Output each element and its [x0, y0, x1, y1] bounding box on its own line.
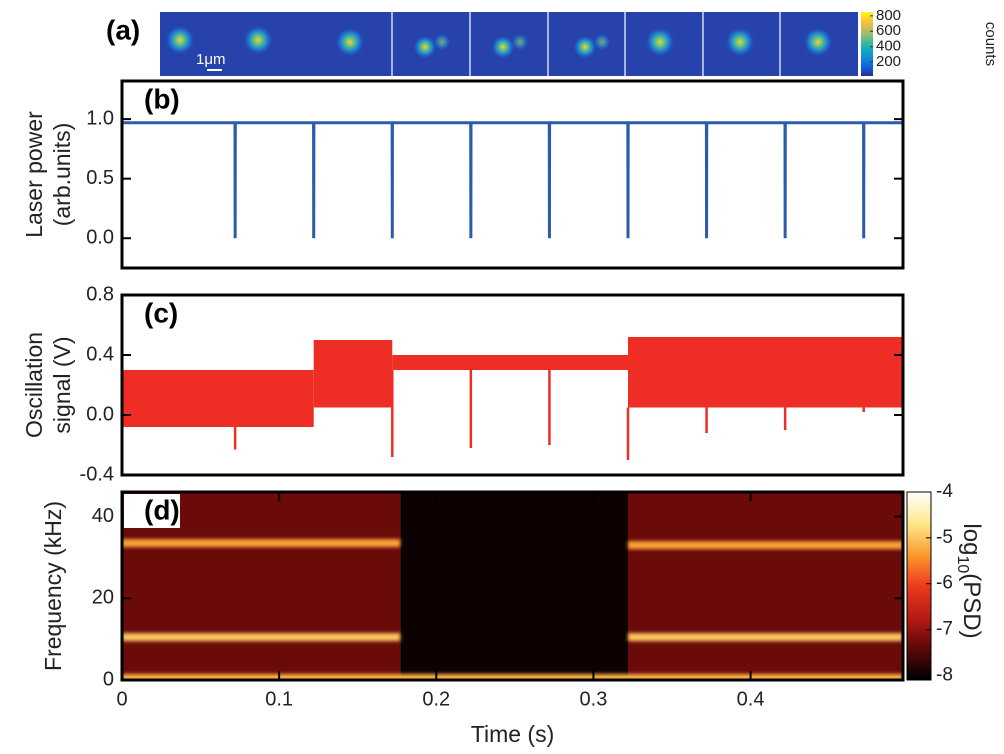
y-axis-label: (arb.units) [49, 123, 75, 227]
colorbar-label-part: 10 [954, 555, 971, 573]
y-tick-label: 0.0 [86, 403, 114, 425]
x-tick-label: 0.4 [737, 688, 765, 710]
colorbar-label-part: log [958, 523, 985, 555]
panel-label: (d) [144, 494, 180, 525]
colorbar-tick-label: -4 [936, 481, 953, 502]
particle-spot [243, 25, 273, 55]
y-tick-label: 0.4 [86, 343, 114, 365]
scale-bar-label: 1μm [196, 51, 225, 68]
particle-spot [165, 25, 195, 55]
particle-spot [573, 35, 597, 59]
signal-line [122, 121, 903, 239]
spectral-ridge [122, 633, 401, 642]
panel-label: (c) [144, 297, 178, 328]
spectrogram-background [628, 492, 903, 680]
spectrogram [122, 492, 903, 680]
image-strip: 1μm [160, 12, 858, 76]
spectrogram-background [400, 492, 628, 680]
x-tick-label: 0.3 [580, 688, 608, 710]
y-axis-label: Laser power [21, 111, 47, 238]
y-tick-label: 1.0 [86, 107, 114, 129]
frame-separators [391, 12, 781, 76]
colorbar-label: counts [982, 22, 999, 66]
colorbar-tick-label: -8 [936, 664, 953, 685]
spectral-ridge [122, 539, 401, 548]
plot-frame [120, 490, 905, 682]
y-axis-label: signal (V) [49, 336, 75, 433]
colorbar-tick-label: -6 [936, 573, 953, 594]
colorbar-tick-label: 200 [876, 53, 901, 70]
x-tick-label: 0.2 [422, 688, 450, 710]
colorbar-label: log10(PSD) [954, 523, 985, 638]
particle-spot [491, 35, 515, 59]
y-tick-label: 0 [103, 668, 114, 690]
colorbar-label-part: (PSD) [958, 573, 985, 638]
signal-band [313, 340, 393, 408]
signal-band [122, 370, 314, 427]
particle-spot [335, 27, 365, 57]
y-tick-label: 0.0 [86, 227, 114, 249]
signal-band [392, 355, 628, 370]
colorbar-tick-label: 400 [876, 38, 901, 55]
signal-band [628, 337, 903, 408]
x-axis-label: Time (s) [471, 721, 554, 747]
x-tick-label: 0 [116, 688, 127, 710]
colorbar-tick-label: -5 [936, 527, 953, 548]
y-axis-label: Frequency (kHz) [40, 501, 66, 671]
panel-label: (a) [106, 14, 140, 45]
y-tick-label: 20 [92, 587, 114, 609]
plot-frame [120, 293, 905, 477]
spectral-ridge [628, 541, 903, 550]
particle-spot [511, 33, 529, 51]
panel-label-background [124, 494, 180, 528]
y-axis-label: Oscillation [21, 332, 47, 438]
x-tick-label: 0.1 [265, 688, 293, 710]
particle-spot [803, 27, 833, 57]
colorbar [906, 491, 932, 681]
y-tick-label: -0.4 [80, 463, 114, 485]
colorbar-tick-label: 800 [876, 7, 901, 24]
particle-spot [725, 27, 755, 57]
colorbar [861, 12, 873, 76]
plot-frame [120, 79, 905, 270]
spectral-ridge [628, 633, 903, 642]
colorbar-tick-label: -7 [936, 619, 953, 640]
particle-spot [413, 35, 437, 59]
particle-spot [645, 27, 675, 57]
y-tick-label: 0.8 [86, 283, 114, 305]
y-tick-label: 0.5 [86, 167, 114, 189]
particle-spot [593, 33, 611, 51]
colorbar-tick-label: 600 [876, 22, 901, 39]
spectral-ridge [122, 673, 903, 680]
panel-label: (b) [144, 83, 180, 114]
y-tick-label: 40 [92, 505, 114, 527]
particle-spot [433, 33, 451, 51]
